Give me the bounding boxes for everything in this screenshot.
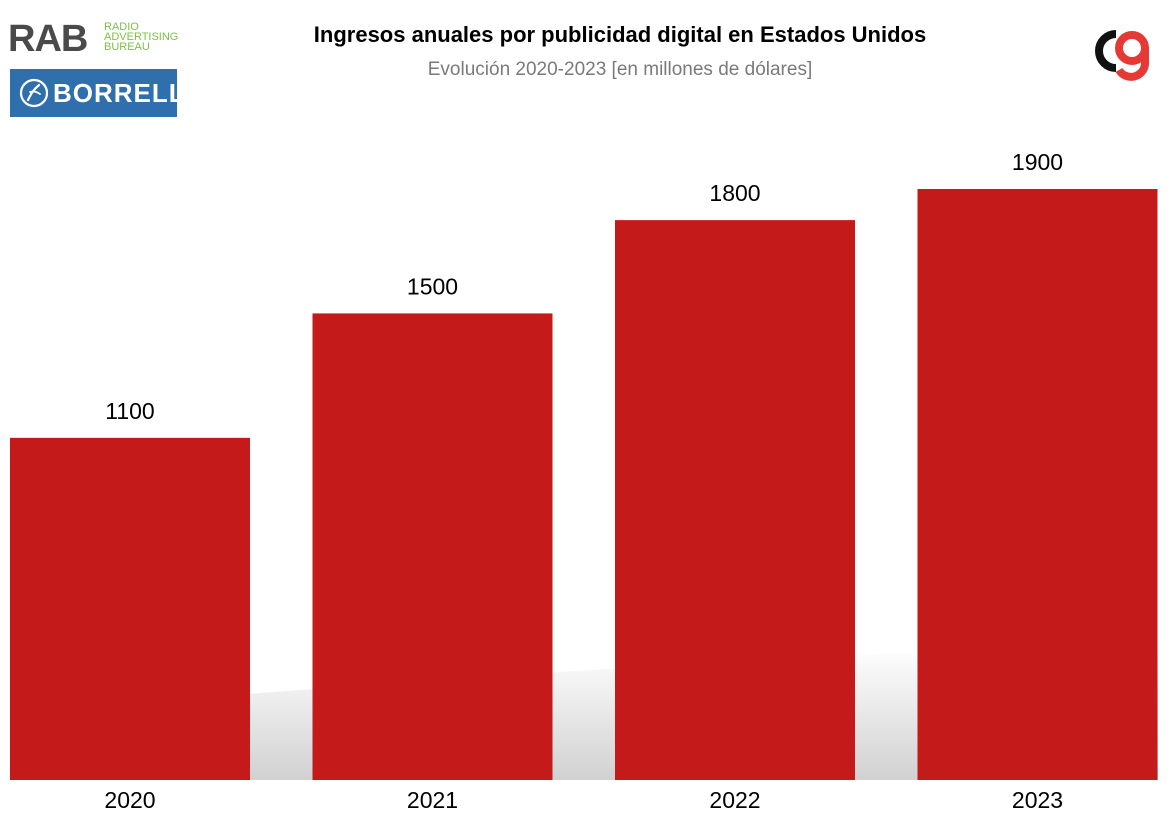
- rab-logo: RAB RADIO ADVERTISING BUREAU: [8, 20, 183, 58]
- x-tick-label-2020: 2020: [104, 787, 155, 813]
- bar-2020: [10, 437, 250, 780]
- chart-subtitle: Evolución 2020-2023 [en millones de dóla…: [427, 59, 813, 80]
- cg-brand-icon: [1095, 30, 1149, 81]
- borrell-logo: BORRELL: [10, 69, 185, 117]
- data-label-2020: 1100: [105, 398, 154, 424]
- data-label-2022: 1800: [709, 180, 760, 206]
- rab-logo-subtext: RADIO ADVERTISING BUREAU: [104, 21, 179, 53]
- x-tick-label-2022: 2022: [709, 787, 760, 813]
- borrell-mark-icon: [19, 78, 49, 108]
- bar-2021: [312, 313, 553, 780]
- rab-logo-letters: RAB: [8, 18, 88, 60]
- chart-title: Ingresos anuales por publicidad digital …: [313, 22, 927, 47]
- borrell-logo-text: BORRELL: [53, 78, 186, 108]
- floor-shadow: [10, 645, 1158, 780]
- data-label-2021: 1500: [407, 273, 458, 299]
- x-tick-label-2021: 2021: [407, 787, 458, 813]
- data-label-2023: 1900: [1012, 149, 1063, 175]
- bar-2022: [615, 220, 855, 780]
- bar-2023: [917, 189, 1158, 780]
- x-tick-label-2023: 2023: [1012, 787, 1063, 813]
